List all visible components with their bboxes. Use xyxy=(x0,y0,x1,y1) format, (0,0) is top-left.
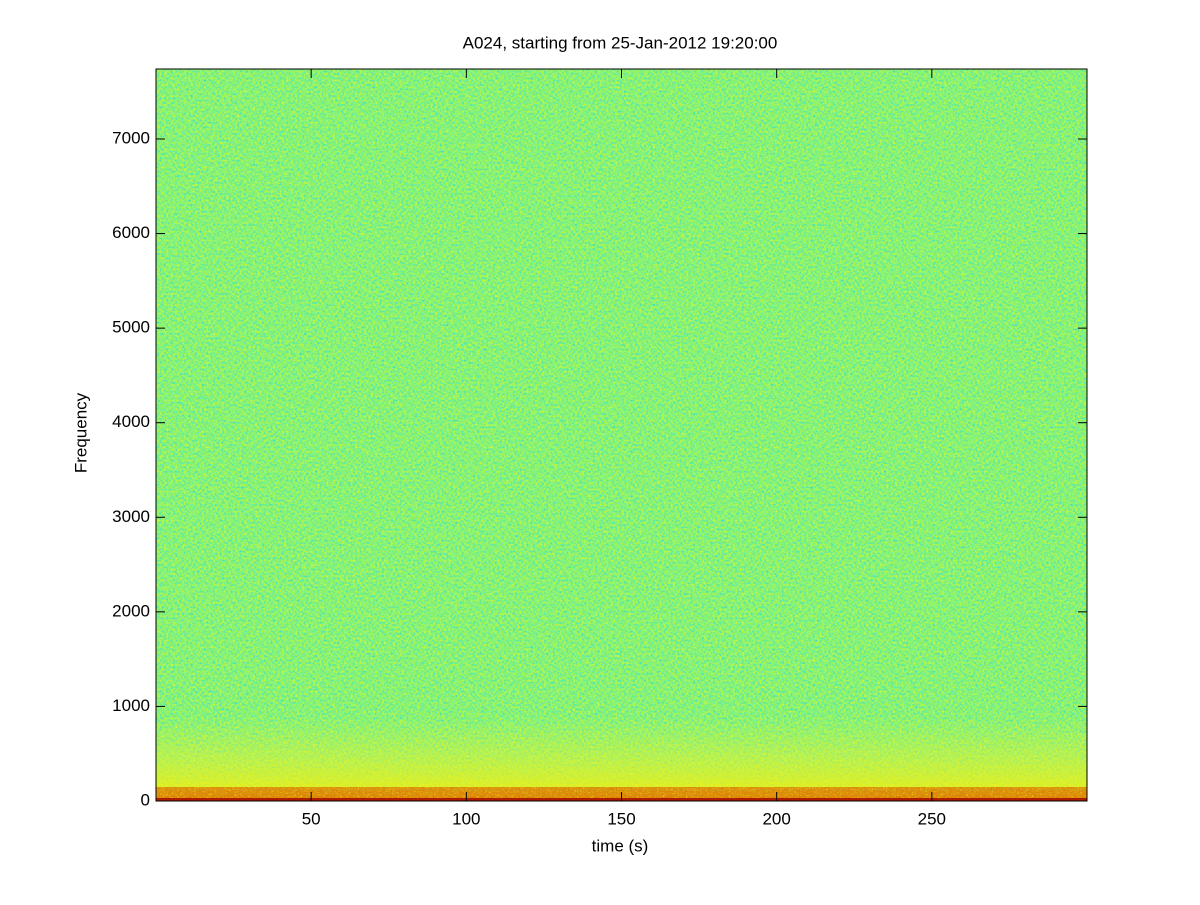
y-axis-label: Frequency xyxy=(71,392,90,473)
y-tick-label: 7000 xyxy=(112,128,150,147)
y-tick-label: 1000 xyxy=(112,696,150,715)
y-tick-label: 2000 xyxy=(112,601,150,620)
low-frequency-band xyxy=(156,716,1087,801)
spectrogram-noise xyxy=(156,69,1087,801)
y-tick-label: 5000 xyxy=(112,318,150,337)
y-tick-label: 6000 xyxy=(112,223,150,242)
y-tick-label: 3000 xyxy=(112,507,150,526)
x-tick-label: 100 xyxy=(452,809,480,828)
x-tick-label: 150 xyxy=(607,809,635,828)
x-axis-label: time (s) xyxy=(592,836,649,855)
x-tick-label: 250 xyxy=(918,809,946,828)
x-tick-label: 50 xyxy=(302,809,321,828)
axes-frame xyxy=(155,68,1088,802)
x-tick-label: 200 xyxy=(762,809,790,828)
y-tick-label: 0 xyxy=(141,790,150,809)
chart-title: A024, starting from 25-Jan-2012 19:20:00 xyxy=(463,33,778,52)
y-tick-label: 4000 xyxy=(112,412,150,431)
spectrogram-image xyxy=(156,69,1087,801)
